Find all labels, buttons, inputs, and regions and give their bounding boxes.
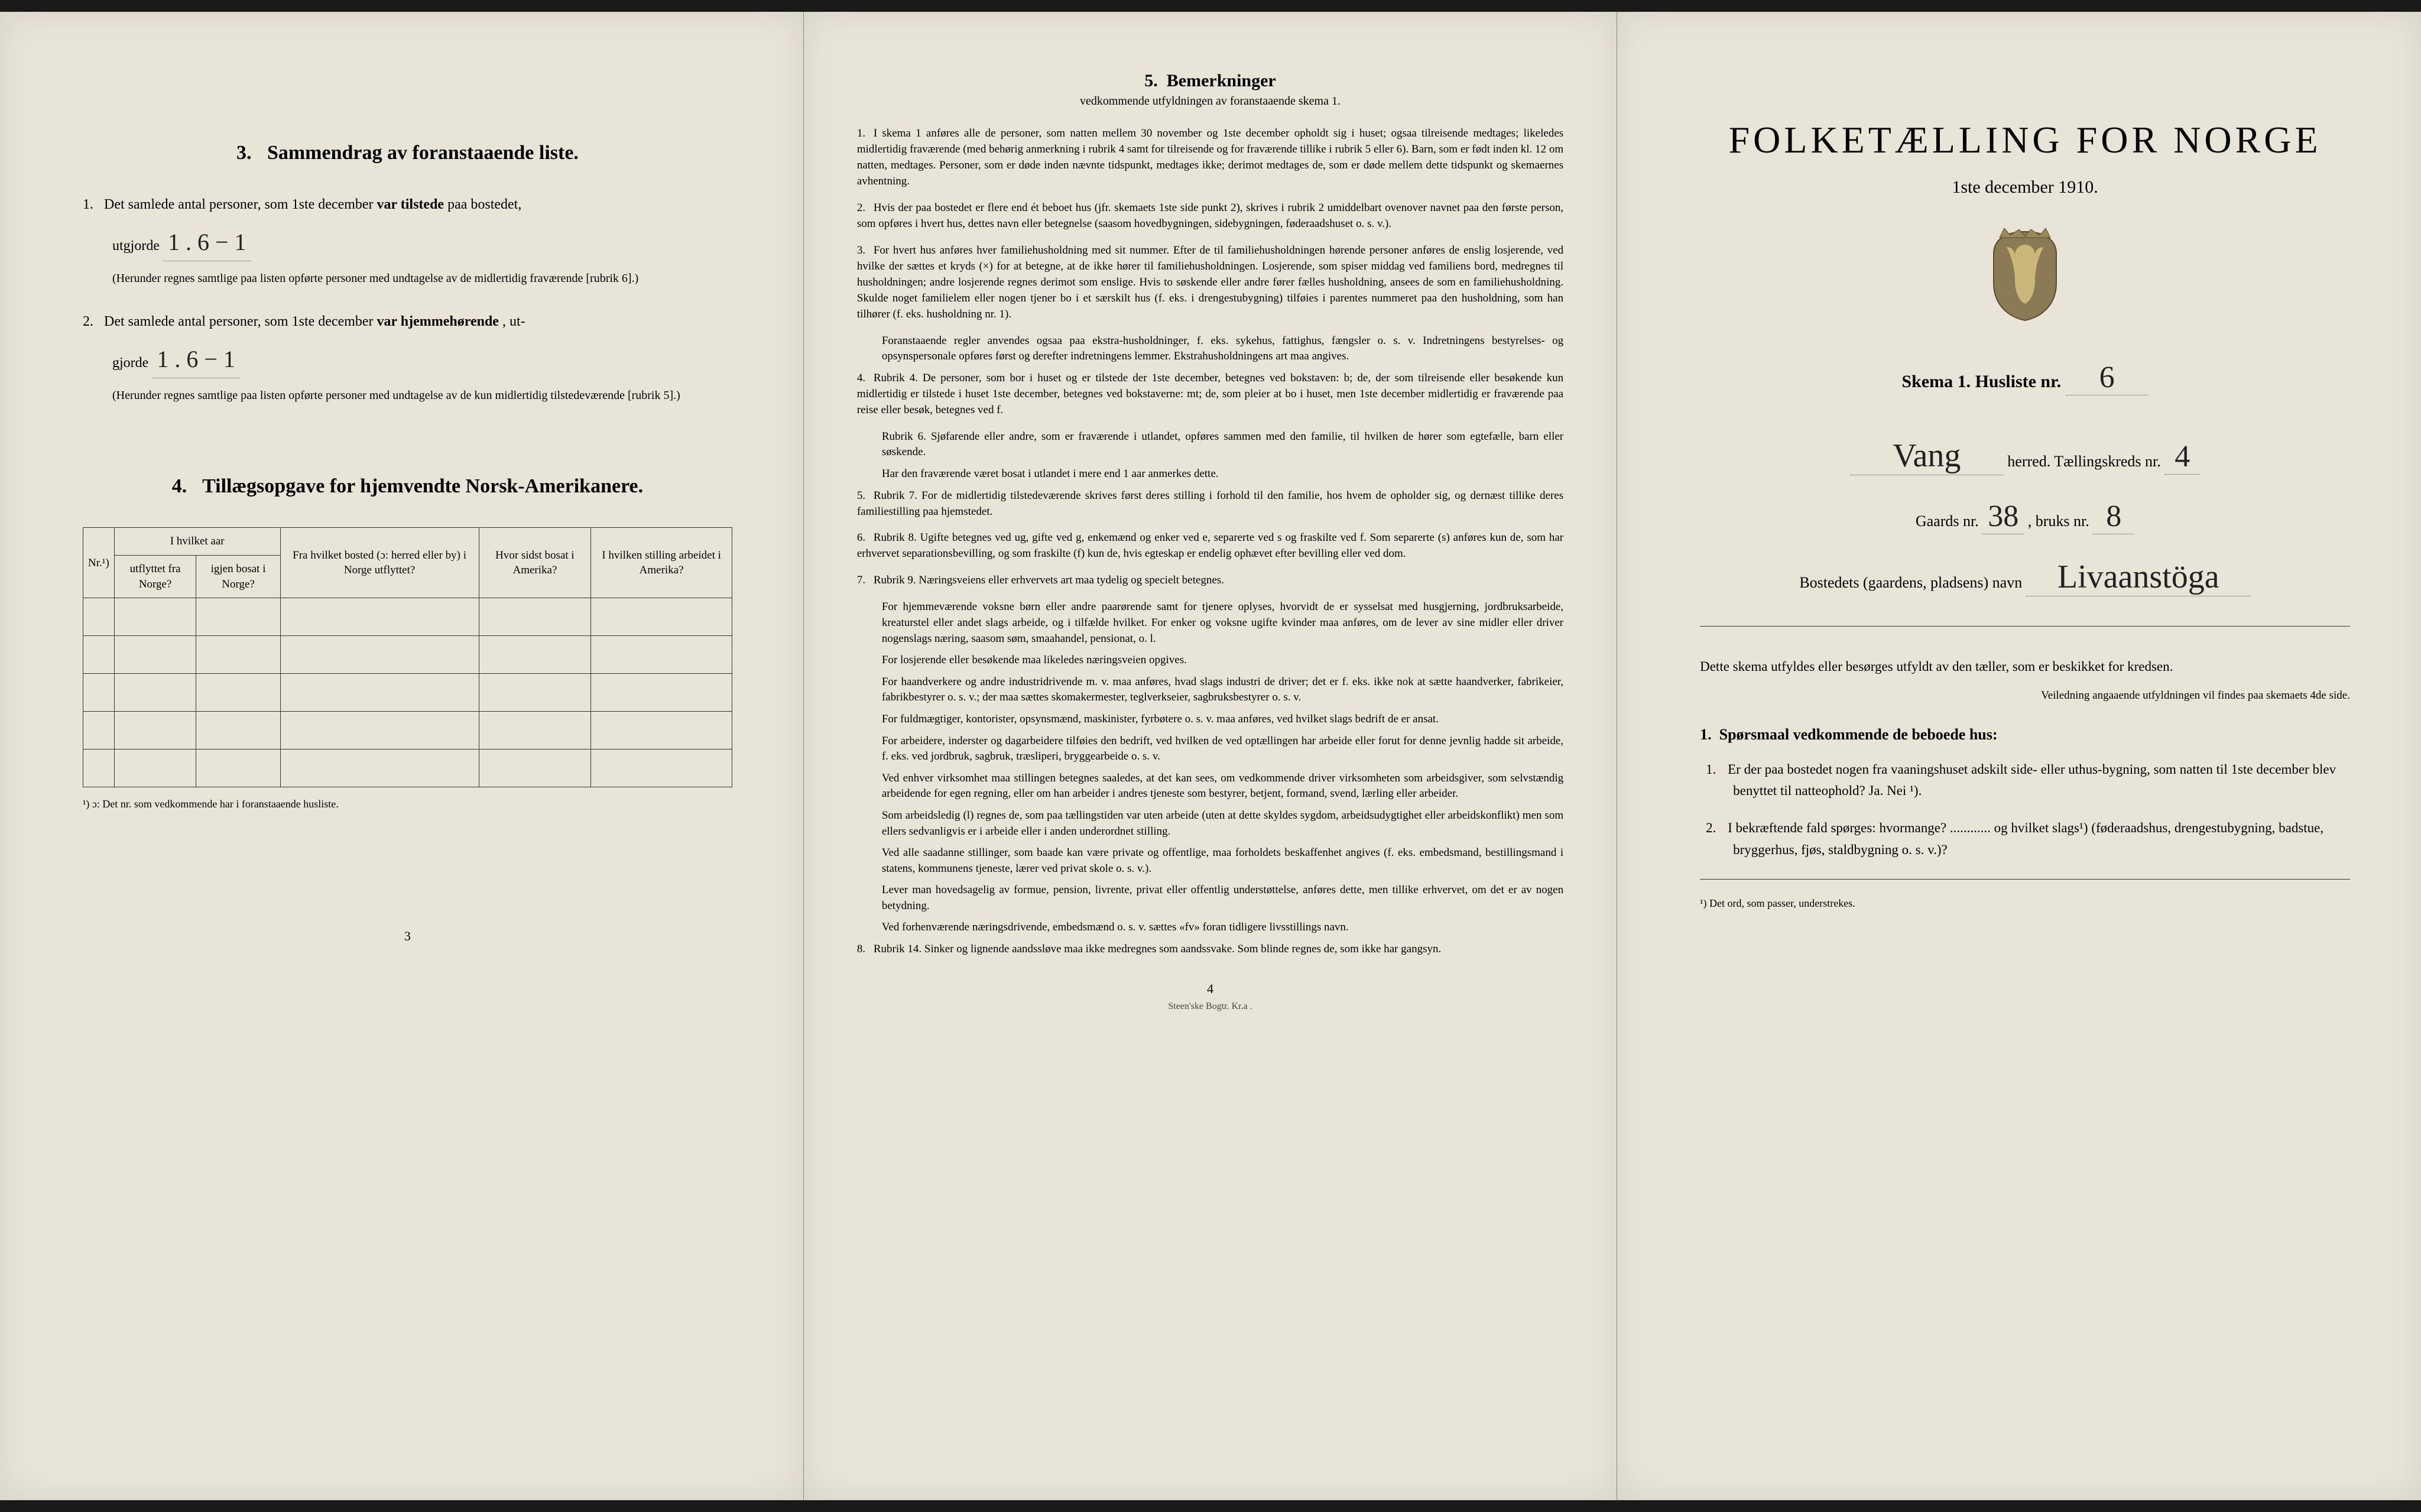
th-utflyttet: utflyttet fra Norge? [114, 556, 196, 598]
note-sub-item: Ved forhenværende næringsdrivende, embed… [882, 920, 1563, 936]
note-sub-item: For fuldmægtiger, kontorister, opsynsmæn… [882, 712, 1563, 728]
table-footnote: ¹) ɔ: Det nr. som vedkommende har i fora… [83, 798, 732, 810]
notes-list: 1.I skema 1 anføres alle de personer, so… [857, 126, 1563, 958]
note-sub-item: For hjemmeværende voksne børn eller andr… [882, 599, 1563, 647]
instruction-1: Dette skema utfyldes eller besørges utfy… [1700, 656, 2350, 677]
th-bosted: Fra hvilket bosted (ɔ: herred eller by) … [280, 528, 479, 598]
th-aar: I hvilket aar [114, 528, 280, 556]
item1-tail: paa bostedet, [447, 197, 521, 212]
husliste-nr-hand: 6 [2066, 360, 2149, 395]
item-2: 2. Det samlede antal personer, som 1ste … [83, 311, 732, 333]
note-sub-item: For losjerende eller besøkende maa likel… [882, 653, 1563, 669]
item2-bold: var hjemmehørende [377, 314, 499, 329]
item-2-utgjorde: gjorde 1 . 6 − 1 [112, 341, 732, 378]
note-item: 1.I skema 1 anføres alle de personer, so… [857, 126, 1563, 190]
instruction-2: Veiledning angaaende utfyldningen vil fi… [1700, 689, 2350, 702]
kreds-hand: 4 [2164, 439, 2200, 475]
table-row [83, 674, 732, 712]
note-sub-item: Som arbeidsledig (l) regnes de, som paa … [882, 808, 1563, 839]
section-3-num: 3. [236, 142, 252, 164]
herred-hand: Vang [1850, 437, 2004, 475]
section-5-sub: vedkommende utfyldningen av foranstaaend… [857, 95, 1563, 108]
item2-fine: (Herunder regnes samtlige paa listen opf… [112, 387, 732, 404]
th-nr: Nr.¹) [83, 528, 115, 598]
note-item: 3.For hvert hus anføres hver familiehush… [857, 243, 1563, 323]
section-4-text: Tillægsopgave for hjemvendte Norsk-Ameri… [202, 475, 643, 497]
note-sub-item: For arbeidere, inderster og dagarbeidere… [882, 734, 1563, 765]
bostedet-hand: Livaanstöga [2026, 558, 2251, 596]
note-item: 7.Rubrik 9. Næringsveiens eller erhverve… [857, 573, 1563, 589]
note-item: 8.Rubrik 14. Sinker og lignende aandsslø… [857, 942, 1563, 958]
table-row [83, 712, 732, 749]
th-igjen: igjen bosat i Norge? [196, 556, 280, 598]
section-3-text: Sammendrag av foranstaaende liste. [267, 142, 579, 164]
page-number-3: 3 [83, 929, 732, 944]
note-sub-item: Ved enhver virksomhet maa stillingen bet… [882, 771, 1563, 802]
page-right: FOLKETÆLLING FOR NORGE 1ste december 191… [1617, 12, 2421, 1500]
skema-line: Skema 1. Husliste nr. 6 [1700, 360, 2350, 395]
item1-lead: Det samlede antal personer, som 1ste dec… [104, 197, 374, 212]
bostedet-line: Bostedets (gaardens, pladsens) navn Liva… [1700, 558, 2350, 596]
note-item: 2.Hvis der paa bostedet er flere end ét … [857, 200, 1563, 232]
section-4-num: 4. [172, 475, 187, 497]
note-item: 4.Rubrik 4. De personer, som bor i huset… [857, 371, 1563, 418]
note-item: 6.Rubrik 8. Ugifte betegnes ved ug, gift… [857, 530, 1563, 562]
page-number-4: 4 [857, 981, 1563, 997]
item-1-utgjorde: utgjorde 1 . 6 − 1 [112, 224, 732, 261]
section-3-title: 3. Sammendrag av foranstaaende liste. [83, 142, 732, 164]
divider-2 [1700, 879, 2350, 880]
questions-heading: 1. Spørsmaal vedkommende de beboede hus: [1700, 726, 2350, 744]
th-stilling: I hvilken stilling arbeidet i Amerika? [591, 528, 732, 598]
amerikanere-table: Nr.¹) I hvilket aar Fra hvilket bosted (… [83, 527, 732, 787]
note-sub-item: Foranstaaende regler anvendes ogsaa paa … [882, 333, 1563, 365]
item2-handwritten: 1 . 6 − 1 [152, 341, 240, 378]
question-1: 1. Er der paa bostedet nogen fra vaaning… [1733, 759, 2350, 803]
note-sub-item: For haandverkere og andre industridriven… [882, 674, 1563, 706]
section-4-title: 4. Tillægsopgave for hjemvendte Norsk-Am… [83, 475, 732, 498]
note-item: 5.Rubrik 7. For de midlertidig tilstedev… [857, 488, 1563, 520]
item-1: 1. Det samlede antal personer, som 1ste … [83, 194, 732, 216]
divider [1700, 626, 2350, 627]
note-sub-item: Rubrik 6. Sjøfarende eller andre, som er… [882, 429, 1563, 460]
table-row [83, 636, 732, 674]
note-sub-item: Har den fraværende været bosat i utlande… [882, 466, 1563, 482]
date-line: 1ste december 1910. [1700, 177, 2350, 197]
coat-of-arms [1700, 227, 2350, 325]
printer-line: Steen'ske Bogtr. Kr.a . [857, 1001, 1563, 1012]
question-2: 2. I bekræftende fald spørges: hvormange… [1733, 817, 2350, 861]
section-5-title: 5. Bemerkninger [857, 71, 1563, 91]
th-sidst: Hvor sidst bosat i Amerika? [479, 528, 591, 598]
three-page-spread: 3. Sammendrag av foranstaaende liste. 1.… [0, 12, 2421, 1500]
note-sub-item: Ved alle saadanne stillinger, som baade … [882, 845, 1563, 877]
herred-line: Vang herred. Tællingskreds nr. 4 [1700, 437, 2350, 475]
gaards-line: Gaards nr. 38 , bruks nr. 8 [1700, 499, 2350, 534]
table-row [83, 598, 732, 636]
main-title: FOLKETÆLLING FOR NORGE [1700, 118, 2350, 162]
item1-fine: (Herunder regnes samtlige paa listen opf… [112, 270, 732, 287]
item2-tail: , ut- [502, 314, 525, 329]
page-left: 3. Sammendrag av foranstaaende liste. 1.… [0, 12, 804, 1500]
item2-lead: Det samlede antal personer, som 1ste dec… [104, 314, 374, 329]
item1-bold: var tilstede [377, 197, 444, 212]
item1-handwritten: 1 . 6 − 1 [163, 224, 251, 261]
right-footnote: ¹) Det ord, som passer, understrekes. [1700, 897, 2350, 910]
page-middle: 5. Bemerkninger vedkommende utfyldningen… [804, 12, 1617, 1500]
note-sub-item: Lever man hovedsagelig av formue, pensio… [882, 882, 1563, 914]
bruks-hand: 8 [2093, 499, 2134, 534]
gaards-hand: 38 [1982, 499, 2024, 534]
table-row [83, 749, 732, 787]
